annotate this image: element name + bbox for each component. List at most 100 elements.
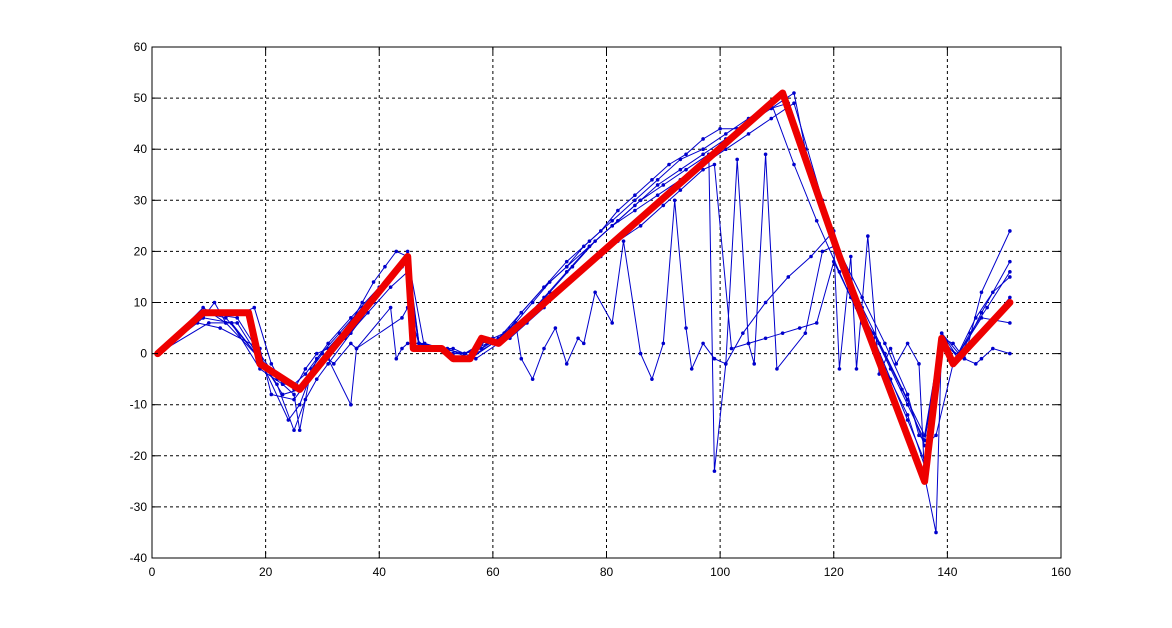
- trial-point: [1008, 351, 1012, 356]
- trial-point: [701, 147, 705, 151]
- trial-point: [973, 362, 978, 366]
- trial-point: [735, 157, 739, 162]
- trial-point: [519, 356, 524, 361]
- trial-point: [979, 316, 984, 320]
- trial-point: [780, 331, 785, 335]
- trial-point: [854, 367, 859, 371]
- trial-point: [724, 362, 728, 366]
- y-tick-label: 10: [134, 296, 148, 310]
- trial-point: [286, 418, 291, 422]
- trial-point: [371, 280, 376, 284]
- trial-point: [474, 356, 478, 361]
- trial-point: [877, 341, 881, 346]
- trial-point: [610, 218, 614, 223]
- trial-point: [570, 264, 575, 269]
- trial-point: [684, 326, 688, 330]
- trial-point: [638, 224, 643, 228]
- trial-point: [917, 433, 921, 438]
- trial-point: [661, 183, 666, 187]
- trial-series-line: [157, 92, 1011, 447]
- trial-point: [979, 356, 984, 361]
- trial-point: [576, 336, 580, 341]
- trial-point: [616, 218, 620, 223]
- trial-point: [917, 362, 921, 366]
- trial-point: [991, 346, 995, 351]
- trial-point: [1008, 270, 1012, 274]
- trial-point: [900, 387, 904, 392]
- x-tick-label: 160: [1051, 565, 1071, 579]
- trial-point: [218, 326, 222, 330]
- trial-point: [655, 193, 660, 197]
- trial-point: [292, 428, 296, 433]
- trial-point: [349, 402, 353, 407]
- trial-point: [405, 249, 410, 254]
- trial-point: [650, 178, 654, 182]
- trial-point: [934, 530, 938, 535]
- trial-point: [280, 382, 285, 387]
- trial-point: [314, 377, 319, 381]
- trial-point: [530, 300, 535, 305]
- x-tick-label: 0: [149, 565, 156, 579]
- trial-point: [269, 362, 274, 366]
- trial-point: [224, 316, 228, 320]
- trial-point: [326, 362, 330, 366]
- trial-point: [939, 331, 944, 335]
- trial-point: [905, 418, 910, 422]
- grid-lines: [152, 47, 1061, 558]
- trial-point: [349, 341, 353, 346]
- trial-point: [633, 198, 637, 203]
- trial-point: [354, 346, 359, 351]
- trial-series-line: [157, 102, 1011, 467]
- trial-point: [616, 208, 620, 213]
- trial-point: [701, 152, 705, 157]
- trial-point: [763, 152, 768, 157]
- trial-point: [593, 290, 597, 295]
- y-tick-label: -10: [130, 398, 148, 412]
- trial-point: [729, 346, 734, 351]
- trial-point: [820, 249, 825, 254]
- trial-point: [883, 341, 887, 346]
- trial-point: [530, 377, 535, 381]
- trial-point: [462, 351, 467, 356]
- trial-point: [542, 346, 546, 351]
- trial-point: [280, 392, 285, 397]
- trial-point: [360, 300, 365, 305]
- trial-point: [1008, 295, 1012, 300]
- trial-point: [553, 326, 558, 330]
- trial-point: [1008, 229, 1012, 233]
- trial-point: [786, 275, 791, 279]
- trial-point: [905, 392, 910, 397]
- trial-point: [655, 183, 660, 187]
- x-tick-label: 140: [937, 565, 957, 579]
- x-tick-label: 120: [824, 565, 844, 579]
- trial-point: [269, 392, 274, 397]
- trial-point: [689, 367, 694, 371]
- trial-point: [905, 413, 910, 417]
- trial-point: [712, 356, 717, 361]
- reference-series-line: [154, 89, 1014, 485]
- trial-point: [701, 341, 705, 346]
- trial-point: [712, 469, 717, 473]
- trial-point: [303, 367, 308, 371]
- trial-point: [775, 367, 779, 371]
- trial-point: [701, 167, 705, 172]
- reference-series-group: [154, 89, 1014, 485]
- trial-point: [581, 244, 586, 249]
- trial-point: [655, 178, 660, 182]
- y-tick-label: 0: [140, 347, 147, 361]
- trial-point: [667, 162, 671, 167]
- trial-point: [814, 218, 819, 223]
- trial-point: [320, 351, 325, 356]
- trial-point: [866, 234, 870, 238]
- trial-point: [678, 167, 683, 172]
- trial-point: [564, 259, 569, 264]
- trial-point: [809, 254, 813, 259]
- trial-point: [803, 331, 808, 335]
- trial-point: [547, 280, 552, 284]
- trial-point: [792, 101, 796, 106]
- trial-point: [792, 162, 796, 167]
- trial-point: [792, 91, 796, 95]
- trial-point: [763, 300, 768, 305]
- y-tick-label: 60: [134, 40, 148, 54]
- x-tick-label: 60: [486, 565, 500, 579]
